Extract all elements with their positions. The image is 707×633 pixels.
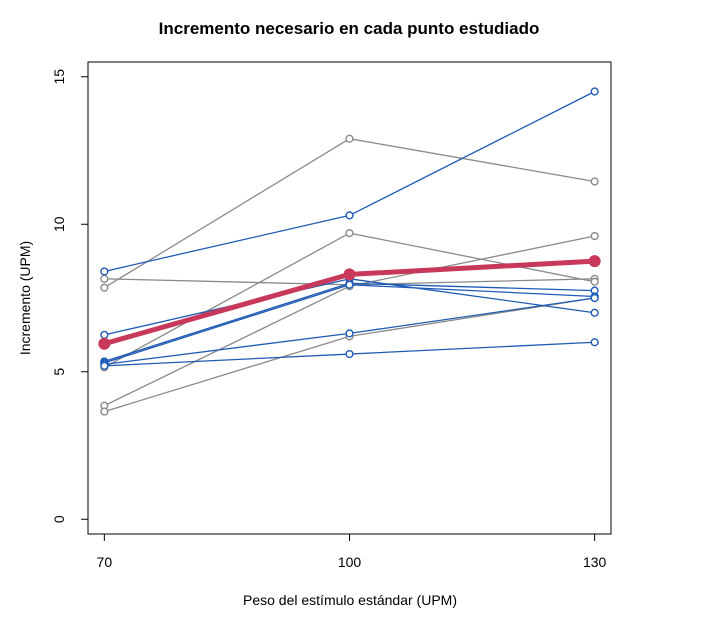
- series-0-blue: [100, 87, 599, 276]
- series-layer: [98, 87, 601, 416]
- data-point-11-1: [343, 268, 356, 281]
- data-point-0-0: [100, 267, 109, 276]
- plot-area-frame: [87, 61, 612, 535]
- data-point-3-1: [345, 280, 354, 289]
- data-point-8-2: [590, 277, 599, 286]
- data-point-5-1: [345, 349, 354, 359]
- y-axis: 0 5 10 15: [51, 69, 88, 523]
- series-9-gray: [100, 231, 599, 410]
- data-point-11-2: [588, 255, 601, 268]
- data-point-1-2: [590, 308, 599, 317]
- x-axis-label: Peso del estímulo estándar (UPM): [243, 592, 457, 608]
- y-tick-label-3: 15: [51, 69, 67, 85]
- data-point-9-2: [590, 231, 599, 241]
- series-line-0: [103, 90, 596, 273]
- y-axis-label: Incremento (UPM): [17, 241, 33, 355]
- data-point-10-0: [100, 407, 109, 416]
- series-4-blue: [100, 293, 599, 369]
- data-point-5-0: [100, 361, 109, 370]
- data-point-11-0: [98, 337, 111, 350]
- data-point-4-2: [590, 293, 599, 303]
- x-tick-label-0: 70: [97, 554, 113, 570]
- series-7-gray: [100, 134, 599, 292]
- y-tick-label-1: 5: [51, 368, 67, 376]
- data-point-1-0: [100, 330, 109, 339]
- y-tick-label-2: 10: [51, 216, 67, 232]
- series-5-blue: [100, 338, 599, 370]
- data-point-4-1: [345, 329, 354, 338]
- chart-title: Incremento necesario en cada punto estud…: [159, 19, 540, 38]
- series-11-mean: [98, 255, 601, 350]
- data-point-0-2: [590, 87, 599, 96]
- x-tick-label-2: 130: [583, 554, 607, 570]
- y-tick-label-0: 0: [51, 515, 67, 523]
- data-point-0-1: [345, 211, 354, 220]
- data-point-6-0: [100, 274, 109, 283]
- data-point-7-1: [345, 134, 354, 143]
- data-point-8-1: [345, 229, 354, 238]
- x-tick-label-1: 100: [338, 554, 362, 570]
- series-line-8: [103, 232, 596, 368]
- data-point-5-2: [590, 338, 599, 347]
- data-point-7-2: [590, 177, 599, 186]
- x-axis: 70 100 130: [97, 534, 607, 570]
- data-point-7-0: [100, 283, 109, 292]
